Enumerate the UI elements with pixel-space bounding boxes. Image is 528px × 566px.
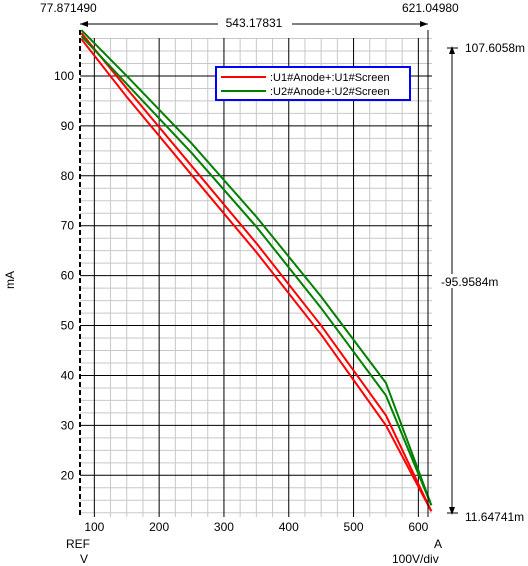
series-layer	[80, 29, 433, 512]
scale-per-div-label: 100V/div	[392, 552, 439, 566]
x-tick-label: 300	[214, 520, 234, 534]
volt-unit-label: V	[80, 552, 88, 566]
cursor-layer	[79, 30, 429, 517]
y-tick-label: 100	[54, 69, 74, 83]
y-tick-label: 20	[61, 468, 75, 482]
delta-y-arrow-up-icon	[449, 46, 455, 54]
x-tick-label: 500	[344, 520, 364, 534]
y-tick-label: 70	[61, 219, 75, 233]
delta-x-arrow-right-icon	[420, 21, 428, 27]
y-tick-label: 90	[61, 119, 75, 133]
y-tick-label: 50	[61, 319, 75, 333]
y-tick-label: 80	[61, 169, 75, 183]
delta-y-label-bg	[446, 274, 458, 288]
y-axis-label: mA	[3, 271, 17, 289]
minor-grid	[80, 38, 432, 517]
y-tick-label: 40	[61, 368, 75, 382]
delta-x-label-bg	[218, 16, 292, 30]
legend-label-u1: :U1#Anode+:U1#Screen	[270, 72, 390, 84]
cursor-top-y: 107.6058m	[465, 41, 525, 55]
y-tick-label: 60	[61, 269, 75, 283]
x-tick-label: 100	[84, 520, 104, 534]
delta-x-arrow-left-icon	[80, 21, 88, 27]
x-tick-label: 200	[149, 520, 169, 534]
legend-label-u2: :U2#Anode+:U2#Screen	[270, 86, 390, 98]
legend: :U1#Anode+:U1#Screen :U2#Anode+:U2#Scree…	[215, 66, 411, 101]
series-2-return-line	[80, 35, 433, 506]
y-tick-labels: 20 30 40 50 60 70 80 90 100	[54, 69, 74, 482]
y-tick-label: 30	[61, 418, 75, 432]
x-tick-label: 600	[408, 520, 428, 534]
cursor-right-x: 621.04980	[402, 1, 459, 15]
x-tick-label: 400	[279, 520, 299, 534]
ref-label: REF	[66, 537, 90, 551]
series-2-line	[80, 29, 433, 506]
delta-y-arrow-down-icon	[449, 507, 455, 515]
cursor-bottom-y: 11.64741m	[465, 510, 524, 524]
cursor-delta-x: 543.17831	[226, 16, 283, 30]
legend-box	[215, 66, 411, 101]
series-1-line	[80, 32, 433, 512]
x-tick-labels: 100 200 300 400 500 600	[84, 520, 428, 534]
cursor-mid-y: -95.9584m	[441, 275, 498, 289]
series-1-return-line	[80, 38, 433, 512]
amp-unit-label: A	[434, 537, 442, 551]
cursor-left-x: 77.871490	[40, 1, 97, 15]
